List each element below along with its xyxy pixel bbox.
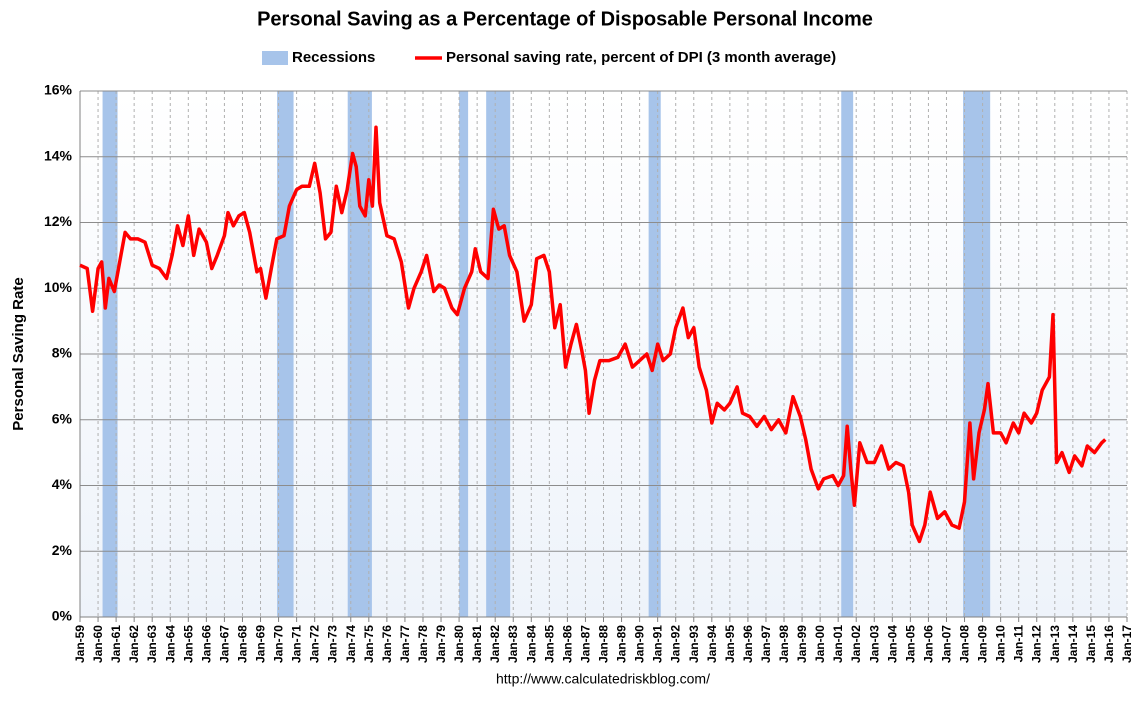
x-tick-label: Jan-85 <box>542 625 556 663</box>
x-tick-label: Jan-87 <box>578 625 592 663</box>
x-tick-label: Jan-13 <box>1048 625 1062 663</box>
x-tick-label: Jan-61 <box>109 625 123 663</box>
x-tick-label: Jan-91 <box>651 625 665 663</box>
x-tick-label: Jan-06 <box>921 625 935 663</box>
x-tick-label: Jan-89 <box>615 625 629 663</box>
y-tick-label: 4% <box>52 476 73 492</box>
x-tick-label: Jan-77 <box>398 625 412 663</box>
x-tick-label: Jan-11 <box>1012 625 1026 663</box>
y-tick-label: 0% <box>52 608 73 624</box>
x-tick-label: Jan-82 <box>488 625 502 663</box>
x-tick-label: Jan-74 <box>344 625 358 663</box>
x-tick-label: Jan-88 <box>597 625 611 663</box>
x-tick-label: Jan-80 <box>452 625 466 663</box>
x-tick-label: Jan-68 <box>235 625 249 663</box>
x-tick-label: Jan-79 <box>434 625 448 663</box>
x-tick-label: Jan-05 <box>903 625 917 663</box>
y-tick-label: 10% <box>44 279 73 295</box>
x-tick-label: Jan-59 <box>73 625 87 663</box>
x-tick-label: Jan-86 <box>560 625 574 663</box>
x-tick-label: Jan-08 <box>958 625 972 663</box>
x-tick-label: Jan-66 <box>199 625 213 663</box>
x-tick-label: Jan-94 <box>705 625 719 663</box>
x-tick-label: Jan-98 <box>777 625 791 663</box>
x-tick-label: Jan-65 <box>181 625 195 663</box>
x-tick-label: Jan-12 <box>1030 625 1044 663</box>
x-tick-label: Jan-72 <box>308 625 322 663</box>
y-tick-label: 6% <box>52 410 73 426</box>
x-tick-label: Jan-84 <box>524 625 538 663</box>
x-tick-label: Jan-71 <box>290 625 304 663</box>
x-tick-label: Jan-92 <box>669 625 683 663</box>
x-tick-label: Jan-93 <box>687 625 701 663</box>
x-tick-label: Jan-01 <box>831 625 845 663</box>
x-tick-label: Jan-97 <box>759 625 773 663</box>
x-tick-label: Jan-73 <box>326 625 340 663</box>
x-tick-label: Jan-75 <box>362 625 376 663</box>
x-tick-label: Jan-07 <box>939 625 953 663</box>
x-tick-label: Jan-17 <box>1120 625 1131 663</box>
x-tick-label: Jan-90 <box>633 625 647 663</box>
x-tick-label: Jan-78 <box>416 625 430 663</box>
y-tick-label: 12% <box>44 213 73 229</box>
x-tick-label: Jan-02 <box>849 625 863 663</box>
x-tick-label: Jan-16 <box>1102 625 1116 663</box>
x-tick-label: Jan-64 <box>163 625 177 663</box>
legend-label: Recessions <box>292 49 375 66</box>
x-tick-label: Jan-70 <box>272 625 286 663</box>
x-tick-label: Jan-81 <box>470 625 484 663</box>
x-tick-label: Jan-04 <box>885 625 899 663</box>
x-tick-label: Jan-95 <box>723 625 737 663</box>
source: http://www.calculatedriskblog.com/ <box>496 671 710 687</box>
x-tick-label: Jan-83 <box>506 625 520 663</box>
x-tick-label: Jan-00 <box>813 625 827 663</box>
x-tick-label: Jan-14 <box>1066 625 1080 663</box>
chart-title: Personal Saving as a Percentage of Dispo… <box>257 8 873 30</box>
x-tick-label: Jan-60 <box>91 625 105 663</box>
legend-swatch <box>262 51 288 65</box>
x-tick-label: Jan-67 <box>217 625 231 663</box>
y-tick-label: 8% <box>52 345 73 361</box>
series-line <box>79 125 1107 544</box>
legend-label: Personal saving rate, percent of DPI (3 … <box>446 49 836 66</box>
x-tick-label: Jan-62 <box>127 625 141 663</box>
x-tick-label: Jan-63 <box>145 625 159 663</box>
x-tick-label: Jan-15 <box>1084 625 1098 663</box>
x-tick-label: Jan-09 <box>976 625 990 663</box>
y-axis-label: Personal Saving Rate <box>10 277 27 430</box>
x-tick-label: Jan-03 <box>867 625 881 663</box>
y-tick-label: 14% <box>44 147 73 163</box>
y-tick-label: 16% <box>44 82 73 98</box>
x-tick-label: Jan-69 <box>254 625 268 663</box>
y-tick-label: 2% <box>52 542 73 558</box>
x-tick-label: Jan-10 <box>994 625 1008 663</box>
x-tick-label: Jan-96 <box>741 625 755 663</box>
x-tick-label: Jan-99 <box>795 625 809 663</box>
x-tick-label: Jan-76 <box>380 625 394 663</box>
